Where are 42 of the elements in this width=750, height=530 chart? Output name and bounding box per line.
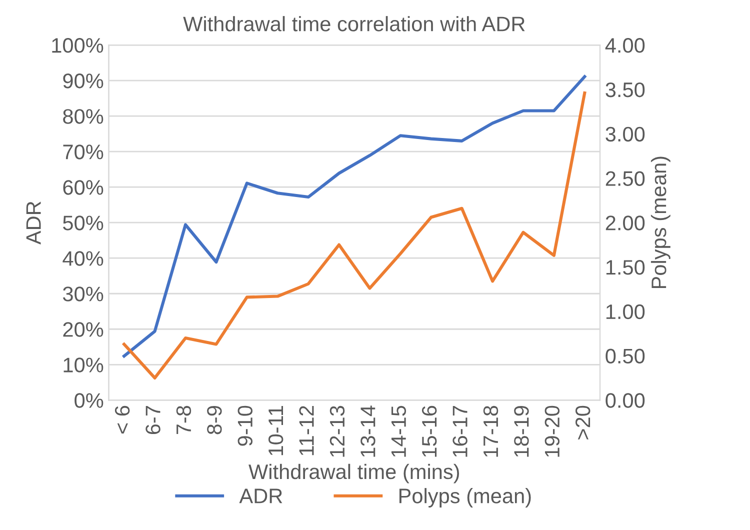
- y2-axis-title: Polyps (mean): [650, 156, 670, 288]
- y2-tick-label: 2.50: [606, 171, 645, 186]
- y-axis-title: ADR: [26, 202, 41, 245]
- x-tick-label: 8-9: [207, 406, 222, 434]
- x-tick-label: 9-10: [238, 406, 253, 446]
- x-tick-label: 19-20: [544, 406, 560, 457]
- y2-tick-label: 0.50: [606, 348, 645, 364]
- x-tick-label: 18-19: [514, 406, 529, 457]
- y2-tick-label: 1.50: [606, 260, 645, 275]
- x-tick-label: 13-14: [360, 406, 376, 457]
- x-tick-label: 16-17: [452, 406, 468, 457]
- y-tick-label: 90%: [63, 74, 104, 88]
- y2-tick-label: 3.00: [606, 126, 645, 142]
- y-tick-label: 20%: [63, 322, 104, 337]
- y-tick-label: 0%: [74, 393, 104, 408]
- y-tick-label: 50%: [63, 216, 104, 230]
- x-tick-label: 14-15: [391, 406, 406, 457]
- x-tick-label: 7-8: [176, 406, 192, 434]
- y-tick-label: 100%: [52, 38, 104, 53]
- x-tick-label: >20: [575, 406, 590, 440]
- x-tick-label: 17-18: [483, 406, 498, 457]
- x-axis-title: Withdrawal time (mins): [248, 464, 460, 484]
- legend-label: ADR: [239, 488, 282, 504]
- y2-tick-label: 0.00: [606, 393, 645, 408]
- legend-label: Polyps (mean): [399, 488, 531, 508]
- y2-tick-label: 1.00: [606, 304, 645, 320]
- y2-tick-label: 3.50: [606, 82, 645, 98]
- y2-tick-label: 4.00: [605, 38, 645, 53]
- x-tick-label: 11-12: [299, 406, 314, 456]
- y-tick-label: 10%: [64, 358, 104, 372]
- x-tick-label: < 6: [114, 406, 130, 434]
- y-tick-label: 40%: [62, 251, 104, 266]
- y-tick-label: 60%: [63, 180, 104, 195]
- x-tick-label: 6-7: [146, 406, 160, 434]
- x-tick-label: 10-11: [268, 406, 284, 456]
- x-tick-label: 12-13: [330, 406, 345, 457]
- x-tick-label: 15-16: [422, 406, 437, 457]
- chart-title: Withdrawal time correlation with ADR: [183, 16, 525, 32]
- y-tick-label: 30%: [62, 286, 104, 302]
- y-tick-label: 80%: [63, 109, 104, 124]
- y-tick-label: 70%: [63, 144, 104, 160]
- y2-tick-label: 2.00: [606, 216, 645, 230]
